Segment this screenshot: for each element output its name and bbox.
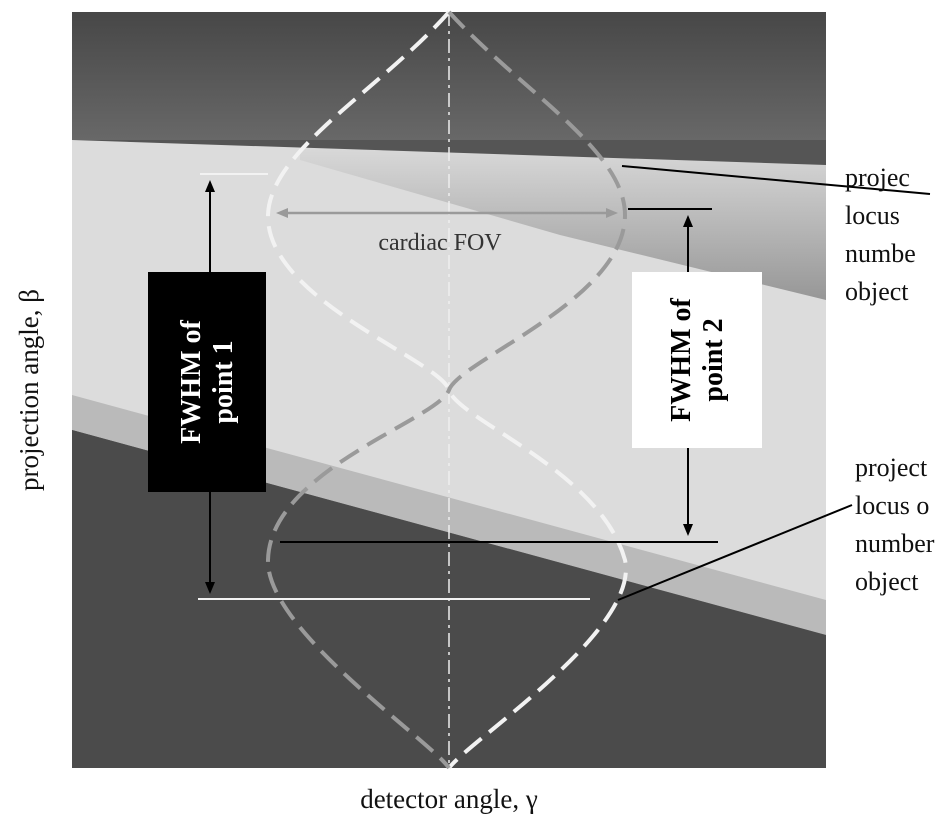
fov-label: cardiac FOV (378, 230, 502, 256)
fwhm2-box (632, 272, 762, 448)
fwhm1-box (148, 272, 266, 492)
x-axis-label: detector angle, γ (360, 784, 538, 814)
fwhm2-label-line2: point 2 (698, 318, 729, 401)
callout-bottom-line1: project (855, 453, 928, 482)
callout-top-leader (621, 165, 931, 195)
locus-point-1 (265, 10, 628, 770)
callout-top-text: projec locus numbe object (845, 163, 916, 306)
callout-top-line3: numbe (845, 239, 916, 268)
callout-top-line2: locus (845, 201, 900, 230)
callout-bottom-text: project locus o number object (855, 453, 935, 596)
callout-top-line1: projec (845, 163, 910, 192)
fwhm2-label-line1: FWHM of (666, 298, 697, 422)
callout-bottom-line2: locus o (855, 491, 929, 520)
y-axis-label: projection angle, β (14, 289, 44, 491)
callout-top-line4: object (845, 277, 909, 306)
callout-bottom-leader (617, 504, 853, 601)
locus-point-2 (265, 10, 628, 770)
callout-bottom-line4: object (855, 567, 919, 596)
fwhm1-label-line2: point 1 (208, 340, 239, 423)
callout-bottom-line3: number (855, 529, 935, 558)
fwhm1-label-line1: FWHM of (176, 320, 207, 444)
